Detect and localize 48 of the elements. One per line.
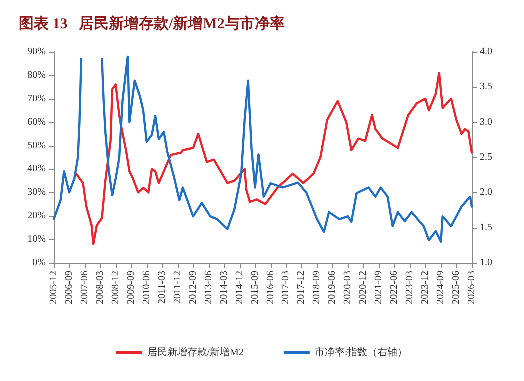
x-tick-label: 2022-06 — [389, 271, 400, 304]
x-tick-label: 2025-06 — [451, 271, 462, 304]
x-tick-label: 2009-09 — [126, 271, 137, 304]
y-tick-label: 70% — [28, 93, 46, 104]
x-tick-label: 2023-03 — [404, 271, 416, 304]
y2-tick-label: 4.0 — [480, 46, 492, 58]
x-tick-label: 2019-06 — [327, 271, 338, 304]
x-tick-label: 2020-12 — [358, 271, 370, 304]
x-tick-label: 2012-09 — [188, 271, 199, 304]
x-tick-label: 2016-06 — [265, 271, 276, 304]
x-tick-label: 2008-12 — [110, 271, 122, 304]
x-tick-label: 2018-09 — [312, 271, 323, 304]
x-tick-label: 2026-03 — [466, 271, 478, 304]
y2-tick-label: 2.0 — [480, 187, 492, 198]
y2-tick-label: 3.0 — [480, 116, 492, 128]
y2-tick-label: 3.5 — [480, 82, 492, 93]
legend-label: 市净率:指数（右轴） — [314, 346, 408, 358]
x-tick-label: 2015-09 — [250, 271, 261, 304]
x-tick-label: 2017-12 — [296, 271, 308, 304]
y-tick-label: 40% — [28, 164, 46, 175]
x-tick-label: 2020-03 — [342, 271, 354, 304]
x-tick-label: 2008-03 — [94, 271, 106, 304]
y2-tick-label: 2.5 — [480, 152, 492, 163]
x-tick-label: 2017-03 — [280, 271, 292, 304]
y-tick-label: 20% — [28, 210, 46, 222]
y-tick-label: 50% — [28, 140, 46, 152]
chart-title: 图表 13 居民新增存款/新增M2与市净率 — [19, 14, 285, 32]
x-tick-label: 2014-03 — [218, 271, 230, 304]
x-tick-label: 2014-12 — [234, 271, 246, 304]
y2-tick-label: 1.0 — [480, 258, 492, 268]
y-tick-label: 30% — [28, 187, 46, 198]
x-tick-label: 2010-06 — [141, 271, 152, 304]
y-tick-label: 10% — [28, 234, 46, 246]
x-tick-label: 2011-03 — [156, 271, 168, 304]
y2-tick-label: 1.5 — [480, 222, 492, 234]
x-tick-label: 2011-12 — [172, 271, 184, 304]
x-tick-label: 2024-09 — [436, 271, 447, 304]
y-tick-label: 80% — [28, 70, 46, 81]
y-tick-label: 0% — [32, 258, 46, 268]
x-tick-label: 2021-09 — [374, 271, 385, 304]
y-tick-label: 90% — [28, 46, 46, 58]
x-tick-label: 2013-06 — [203, 271, 214, 304]
x-tick-label: 2023-12 — [420, 271, 432, 304]
x-tick-label: 2005-12 — [48, 271, 60, 304]
x-tick-label: 2006-09 — [64, 271, 75, 304]
x-tick-label: 2007-06 — [79, 271, 90, 304]
y-tick-label: 60% — [28, 116, 46, 128]
legend-label: 居民新增存款/新增M2 — [147, 346, 244, 358]
